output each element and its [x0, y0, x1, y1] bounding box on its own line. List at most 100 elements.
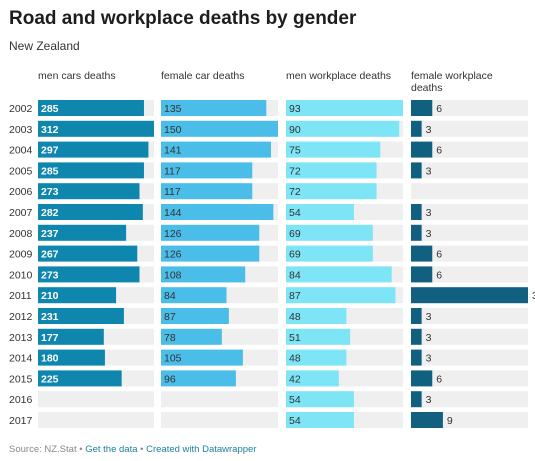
data-label: 69 [289, 249, 301, 261]
get-the-data-link[interactable]: Get the data [85, 444, 138, 455]
bar-men-cars-deaths [38, 100, 144, 116]
bar-female-car-deaths [161, 287, 227, 304]
data-label: 225 [41, 373, 59, 385]
data-label: 69 [289, 228, 301, 240]
bar-men-cars-deaths [38, 245, 138, 262]
data-label: 6 [436, 249, 442, 261]
bar-men-workplace-deaths [286, 349, 347, 366]
bar-background [411, 224, 528, 241]
data-label: 297 [41, 145, 59, 157]
data-label: 75 [289, 145, 301, 157]
data-label: 285 [41, 165, 59, 177]
data-label: 117 [164, 165, 181, 177]
bar-background [411, 266, 528, 283]
row-label-year: 2016 [9, 394, 33, 406]
data-label: 3 [426, 311, 432, 323]
bar-men-workplace-deaths [286, 120, 400, 137]
bar-female-car-deaths [161, 328, 222, 345]
data-label: 33 [532, 290, 535, 302]
bar-background [411, 245, 528, 262]
data-label: 54 [289, 394, 301, 406]
column-header-female-workplace-deaths: female workplace deaths [411, 70, 493, 94]
row-label-year: 2009 [9, 249, 33, 261]
created-with-datawrapper-link[interactable]: Created with Datawrapper [146, 444, 257, 455]
data-label: 54 [289, 415, 301, 427]
data-label: 51 [289, 332, 301, 344]
bar-female-workplace-deaths [411, 391, 422, 408]
chart-title: Road and workplace deaths by gender [9, 8, 357, 29]
data-label: 144 [164, 207, 182, 219]
bar-men-workplace-deaths [286, 183, 377, 200]
bar-men-cars-deaths [38, 266, 140, 283]
bar-female-car-deaths [161, 349, 243, 366]
bar-female-workplace-deaths [411, 204, 422, 220]
row-label-year: 2015 [9, 373, 33, 385]
row-label-year: 2006 [9, 186, 33, 198]
bar-female-car-deaths [161, 100, 267, 116]
bar-female-workplace-deaths [411, 245, 433, 262]
bar-female-workplace-deaths [411, 266, 433, 283]
data-label: 9 [447, 415, 453, 427]
data-label: 6 [436, 269, 442, 281]
data-label: 93 [289, 103, 301, 115]
data-label: 126 [164, 228, 182, 240]
bar-female-workplace-deaths [411, 412, 443, 428]
bar-background [411, 328, 528, 345]
data-label: 84 [289, 269, 301, 281]
data-label: 6 [436, 103, 442, 115]
bar-background [411, 162, 528, 179]
data-label: 54 [289, 207, 301, 219]
row-label-year: 2003 [9, 124, 33, 136]
data-label: 90 [289, 124, 301, 136]
bar-background [411, 204, 528, 220]
bar-background [411, 120, 528, 137]
bar-background [411, 141, 528, 158]
bar-men-cars-deaths [38, 120, 154, 137]
bar-background [411, 100, 528, 116]
bar-men-workplace-deaths [286, 162, 377, 179]
bar-female-car-deaths [161, 266, 246, 283]
data-label: 282 [41, 207, 59, 219]
row-label-year: 2007 [9, 207, 33, 219]
bar-men-cars-deaths [38, 370, 122, 387]
bar-men-workplace-deaths [286, 224, 373, 241]
data-label: 87 [164, 311, 176, 323]
row-label-year: 2002 [9, 103, 33, 115]
data-label: 150 [164, 124, 182, 136]
bar-men-cars-deaths [38, 141, 149, 158]
data-label: 105 [164, 353, 182, 365]
row-label-year: 2008 [9, 228, 33, 240]
data-label: 48 [289, 353, 301, 365]
bar-female-workplace-deaths [411, 141, 433, 158]
data-label: 126 [164, 249, 182, 261]
data-label: 237 [41, 228, 59, 240]
data-label: 3 [426, 228, 432, 240]
data-label: 177 [41, 332, 59, 344]
data-label: 84 [164, 290, 176, 302]
footer: Source: NZ.Stat • Get the data • Created… [9, 444, 256, 455]
data-label: 87 [289, 290, 301, 302]
data-label: 135 [164, 103, 182, 115]
data-label: 312 [41, 124, 59, 136]
data-label: 273 [41, 269, 59, 281]
bar-female-car-deaths [161, 162, 253, 179]
data-label: 6 [436, 145, 442, 157]
data-label: 141 [164, 145, 182, 157]
bar-female-workplace-deaths [411, 308, 422, 324]
bar-men-cars-deaths [38, 287, 117, 304]
bar-background [38, 391, 154, 408]
bar-background [411, 308, 528, 324]
data-label: 3 [426, 353, 432, 365]
source-note: Source: NZ.Stat [9, 444, 77, 455]
data-label: 108 [164, 269, 182, 281]
data-label: 3 [426, 165, 432, 177]
bar-female-workplace-deaths [411, 370, 433, 387]
data-label: 273 [41, 186, 59, 198]
bar-men-workplace-deaths [286, 100, 403, 116]
row-label-year: 2004 [9, 145, 33, 157]
data-label: 3 [426, 332, 432, 344]
row-label-year: 2013 [9, 332, 33, 344]
bar-female-car-deaths [161, 204, 274, 220]
bar-background [161, 391, 278, 408]
bar-men-cars-deaths [38, 328, 104, 345]
